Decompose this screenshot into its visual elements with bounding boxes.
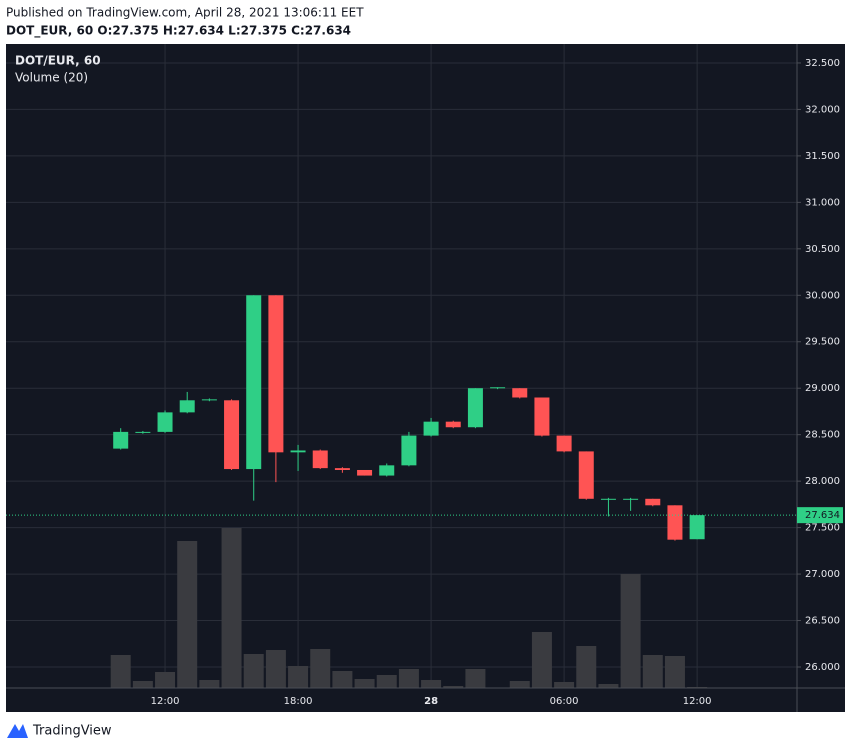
candle-body: [645, 498, 661, 506]
x-tick-label: 18:00: [284, 696, 313, 707]
x-tick-label: 12:00: [151, 696, 180, 707]
symbol-legend: DOT/EUR, 60: [15, 54, 101, 68]
candle-body: [689, 515, 705, 540]
candle-body: [379, 465, 395, 476]
publish-line: Published on TradingView.com, April 28, …: [6, 6, 364, 20]
volume-bar: [332, 671, 353, 688]
brand-name: TradingView: [32, 724, 112, 739]
volume-bar: [576, 646, 597, 688]
candle-body: [623, 498, 639, 500]
candle-body: [401, 435, 417, 466]
volume-bar: [598, 684, 619, 688]
axes: 26.000 26.500 27.000 27.500 28.000 28.500 29.0…: [151, 58, 843, 707]
y-tick-label: 26.000: [805, 662, 840, 673]
candle-body: [113, 431, 129, 449]
volume-bar: [376, 675, 397, 688]
volume-bar: [465, 669, 486, 688]
chart-bg: [6, 44, 845, 712]
volume-bar: [664, 656, 685, 688]
volume-bar: [177, 541, 198, 688]
volume-bar: [620, 574, 641, 688]
candle-body: [334, 468, 350, 470]
volume-bar: [243, 654, 264, 688]
candle-body: [600, 498, 616, 500]
volume-bar: [443, 686, 464, 688]
volume-bar: [354, 679, 375, 688]
candle-body: [290, 450, 306, 453]
x-tick-label: 06:00: [550, 696, 579, 707]
y-tick-label: 31.500: [805, 151, 840, 162]
last-price-box: [797, 507, 843, 524]
x-tick-label: 28: [424, 696, 438, 707]
volume-bar: [265, 650, 286, 688]
x-tick-label: 12:00: [683, 696, 712, 707]
volume-bar: [199, 680, 220, 688]
candle-body: [578, 451, 594, 499]
candle-body: [423, 421, 439, 436]
y-tick-label: 27.000: [805, 569, 840, 580]
volume-bar: [509, 681, 530, 688]
ohlc-line: DOT_EUR, 60 O:27.375 H:27.634 L:27.375 C…: [6, 24, 351, 39]
volume-bar: [554, 682, 575, 688]
candle-body: [556, 435, 572, 452]
candle-body: [179, 400, 195, 413]
volume-legend: Volume (20): [15, 71, 88, 85]
volume-bar: [531, 632, 552, 688]
y-tick-label: 28.500: [805, 430, 840, 441]
y-tick-label: 30.500: [805, 244, 840, 255]
volume-bar: [310, 649, 331, 688]
grid: [6, 44, 797, 688]
volume-bar: [288, 666, 309, 688]
y-tick-label: 32.500: [805, 58, 840, 69]
y-tick-label: 32.000: [805, 104, 840, 115]
candle-body: [512, 388, 528, 398]
plot: [6, 295, 797, 688]
volume-bar: [132, 681, 153, 688]
volume-bar: [421, 680, 442, 688]
volume-bar: [398, 669, 419, 688]
candle-body: [467, 388, 483, 428]
last-price-label: 27.634: [805, 510, 840, 521]
y-tick-label: 28.000: [805, 476, 840, 487]
y-tick-label: 27.500: [805, 523, 840, 534]
candle-body: [445, 421, 461, 428]
candle-body: [667, 505, 683, 540]
candle-body: [357, 469, 373, 476]
y-tick-label: 29.000: [805, 383, 840, 394]
volume-bar: [642, 655, 663, 688]
y-tick-label: 31.000: [805, 197, 840, 208]
brand-icon: [7, 724, 28, 738]
candle-body: [534, 397, 550, 436]
y-tick-label: 29.500: [805, 337, 840, 348]
brand-logo: TradingView: [7, 724, 112, 739]
volume-bar: [110, 655, 131, 688]
candle-body: [135, 431, 151, 433]
candle-body: [312, 450, 328, 469]
candle-body: [246, 295, 262, 470]
candle-body: [157, 412, 173, 432]
candle-body: [201, 399, 217, 401]
candle-body: [490, 387, 506, 389]
candle-body: [268, 295, 284, 453]
y-tick-label: 30.000: [805, 290, 840, 301]
candle-body: [224, 400, 240, 470]
volume-bar: [221, 528, 242, 688]
y-tick-label: 26.500: [805, 616, 840, 627]
volume-bar: [155, 672, 176, 688]
